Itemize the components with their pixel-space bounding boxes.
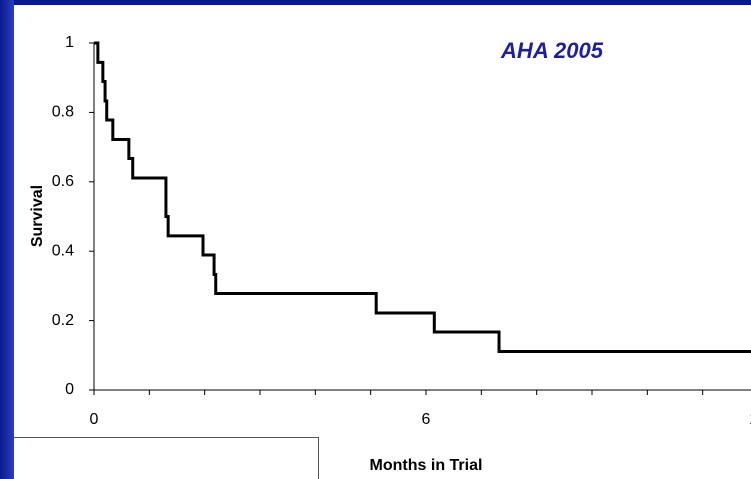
x-tick-label: 6 <box>422 411 431 428</box>
top-band <box>0 0 751 5</box>
chart-title: AHA 2005 <box>500 38 604 63</box>
y-tick-label: 0 <box>65 381 74 398</box>
y-tick-label: 0.2 <box>52 312 74 329</box>
y-tick-label: 0.8 <box>52 104 74 121</box>
x-axis-label: Months in Trial <box>370 457 483 474</box>
y-tick-label: 0.6 <box>52 173 74 190</box>
survival-line <box>94 41 751 353</box>
note-box <box>14 437 319 479</box>
y-axis-label: Survival <box>29 185 46 247</box>
left-band <box>0 0 14 479</box>
y-tick-label: 1 <box>65 34 74 51</box>
y-tick-label: 0.4 <box>52 242 74 259</box>
x-tick-label: 0 <box>90 411 99 428</box>
x-tick-label: 12 <box>749 411 751 428</box>
